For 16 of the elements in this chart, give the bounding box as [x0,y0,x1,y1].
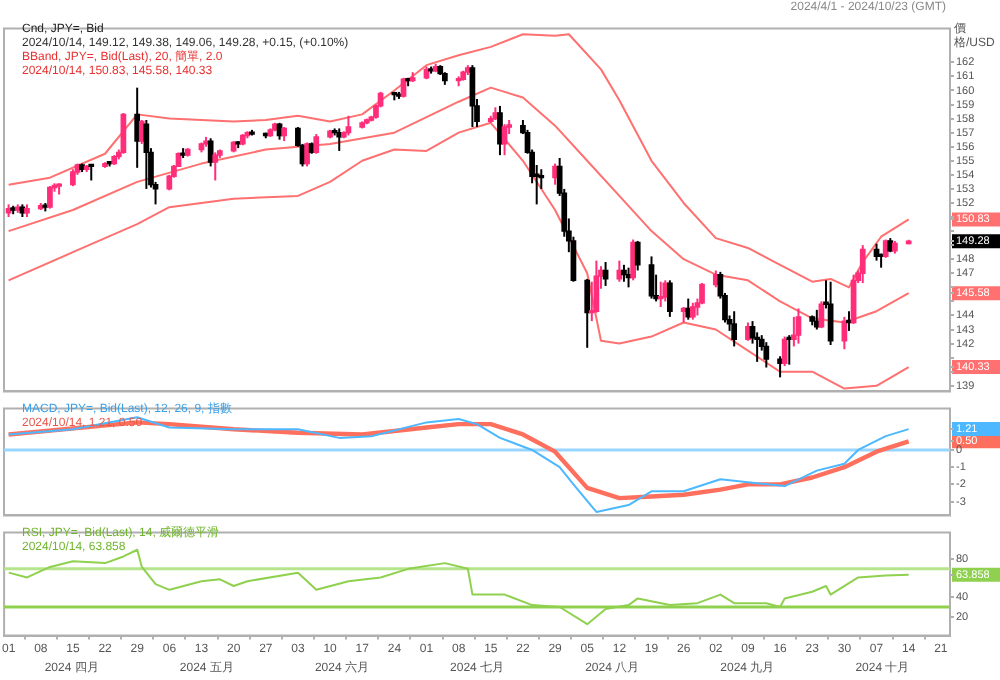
candlestick [212,151,219,182]
candlestick [313,133,320,155]
candlestick [662,279,669,303]
candlestick [497,104,503,157]
candlestick [781,335,788,368]
candlestick [584,277,591,349]
candlestick [634,239,641,272]
candlestick [47,185,53,210]
candlestick [134,86,141,169]
candlestick [763,341,770,369]
candlestick [630,238,636,282]
candlestick [777,355,783,379]
candlestick [667,279,673,318]
candlestick [731,310,738,348]
candlestick [791,315,797,348]
candlestick [143,119,150,190]
